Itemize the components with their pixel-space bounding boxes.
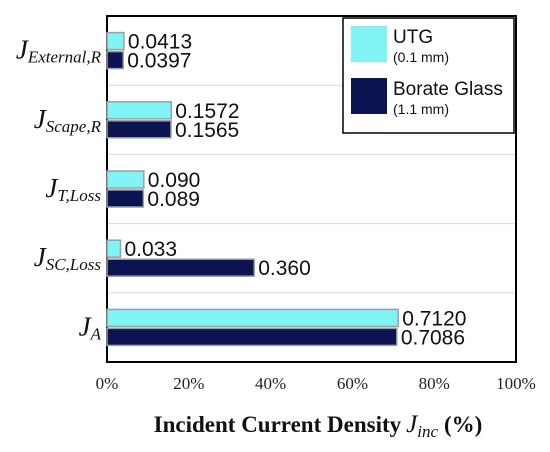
value-label: 0.033 — [124, 238, 177, 261]
x-axis-label-var-sub: inc — [417, 422, 438, 441]
category-label: JA — [79, 311, 102, 343]
bar-utg — [106, 101, 173, 120]
legend-note: (0.1 mm) — [393, 49, 449, 65]
value-label: 0.0413 — [128, 31, 192, 54]
bar-borate-glass — [106, 189, 145, 208]
x-axis-label-var: J — [406, 411, 419, 438]
bar-borate-glass — [106, 120, 172, 139]
value-label: 0.1572 — [175, 100, 239, 123]
category-label-main: J — [16, 35, 30, 65]
legend-label: Borate Glass — [393, 79, 503, 100]
category-label-sub: External,R — [27, 48, 102, 67]
x-axis-label-text: Incident Current Density — [154, 412, 402, 437]
category-label-sub: SC,Loss — [46, 255, 102, 274]
x-tick-label: 20% — [173, 374, 204, 393]
x-tick-label: 40% — [255, 374, 286, 393]
category-label-main: J — [34, 104, 48, 134]
category-label-sub: T,Loss — [57, 186, 101, 205]
value-label: 0.0397 — [127, 50, 191, 73]
x-axis-label-unit: (%) — [444, 412, 482, 437]
x-tick-label: 100% — [496, 374, 536, 393]
bar-utg — [106, 170, 145, 189]
x-axis-label: Incident Current Density Jinc (%) — [154, 411, 483, 441]
legend-note: (1.1 mm) — [393, 101, 449, 117]
value-label: 0.089 — [147, 188, 200, 211]
value-label: 0.090 — [148, 169, 201, 192]
category-label-main: J — [79, 311, 93, 341]
plot-frame — [106, 15, 517, 363]
bar-borate-glass — [106, 50, 124, 70]
category-label: JSC,Loss — [34, 242, 102, 274]
bar-utg — [106, 239, 122, 258]
bar-utg — [106, 308, 399, 328]
category-label-main: J — [45, 173, 59, 203]
bar-utg — [106, 31, 125, 51]
x-tick-label: 0% — [96, 374, 119, 393]
category-label: JExternal,R — [16, 35, 102, 67]
category-label: JScape,R — [34, 104, 102, 136]
legend-label: UTG — [393, 27, 433, 48]
category-label-sub: A — [90, 324, 102, 343]
bar-borate-glass — [106, 258, 255, 277]
x-tick-label: 80% — [419, 374, 450, 393]
legend-swatch-borate-glass — [351, 78, 387, 114]
category-label-sub: Scape,R — [46, 117, 102, 136]
legend-swatch-utg — [351, 26, 387, 62]
value-label: 0.360 — [258, 257, 311, 280]
value-label: 0.7120 — [402, 307, 466, 330]
category-label: JT,Loss — [45, 173, 101, 205]
bar-borate-glass — [106, 327, 398, 347]
x-tick-label: 60% — [337, 374, 368, 393]
value-label: 0.7086 — [401, 326, 465, 349]
category-label-main: J — [34, 242, 48, 272]
value-label: 0.1565 — [175, 119, 239, 142]
